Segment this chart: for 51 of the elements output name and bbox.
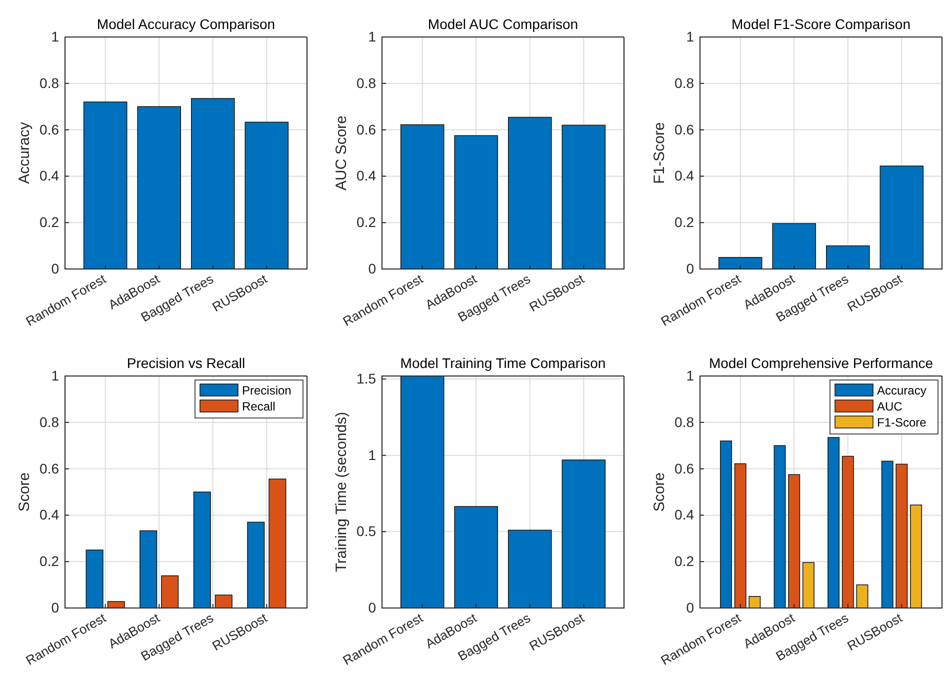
y-tick-label: 0 <box>51 599 60 616</box>
y-tick-label: 1.5 <box>356 370 376 387</box>
y-tick-label: 0.2 <box>674 553 694 570</box>
y-axis-title: Score <box>16 472 33 512</box>
chart-title: Model AUC Comparison <box>428 16 578 32</box>
y-tick-label: 0.4 <box>40 168 60 184</box>
legend-label: Precision <box>242 384 292 398</box>
y-tick-label: 0.2 <box>674 214 694 230</box>
legend-label: F1-Score <box>877 416 927 430</box>
chart-title: Precision vs Recall <box>126 355 246 371</box>
y-tick-label: 1 <box>51 367 60 384</box>
chart-title: Model Training Time Comparison <box>400 355 606 371</box>
y-tick-label: 0.8 <box>674 414 694 430</box>
legend-label: AUC <box>877 400 903 414</box>
y-tick-label: 0.8 <box>356 74 376 91</box>
y-tick-label: 0.4 <box>40 506 60 523</box>
y-tick-label: 0 <box>686 599 694 616</box>
y-axis-title: AUC Score <box>333 115 350 191</box>
legend-label: Recall <box>242 400 276 414</box>
y-tick-label: 1 <box>686 367 694 384</box>
y-tick-label: 0.6 <box>40 121 60 138</box>
y-tick-label: 1 <box>368 28 376 44</box>
y-tick-label: 0.6 <box>674 121 694 138</box>
y-tick-label: 0.2 <box>356 214 376 230</box>
y-tick-label: 0.4 <box>674 168 694 184</box>
y-tick-label: 0.6 <box>674 460 694 476</box>
y-tick-label: 0.6 <box>40 460 60 476</box>
y-axis-title: F1-Score <box>651 122 668 184</box>
y-tick-label: 0.6 <box>356 121 376 138</box>
y-tick-label: 0.2 <box>40 553 60 570</box>
y-tick-label: 0.8 <box>40 74 60 91</box>
y-axis-title: Score <box>651 472 668 512</box>
legend-label: Accuracy <box>877 384 926 398</box>
y-tick-label: 0.8 <box>674 74 694 91</box>
y-tick-label: 0.4 <box>674 506 694 523</box>
y-tick-label: 0.4 <box>356 168 376 184</box>
y-tick-label: 1 <box>368 446 376 463</box>
y-axis-title: Training Time (seconds) <box>333 412 350 572</box>
y-tick-label: 0.8 <box>40 414 60 430</box>
y-tick-label: 1 <box>51 28 60 44</box>
y-tick-label: 0 <box>368 260 376 276</box>
chart-title: Model Accuracy Comparison <box>96 16 276 32</box>
y-tick-label: 0 <box>368 599 376 616</box>
y-tick-label: 0 <box>686 260 694 276</box>
y-axis-title: Accuracy <box>16 122 33 184</box>
chart-title: Model Comprehensive Performance <box>708 355 934 371</box>
y-tick-label: 0.5 <box>356 523 376 540</box>
y-tick-label: 0 <box>51 260 60 276</box>
y-tick-label: 0.2 <box>40 214 60 230</box>
y-tick-label: 1 <box>686 28 694 44</box>
chart-title: Model F1-Score Comparison <box>732 16 910 32</box>
